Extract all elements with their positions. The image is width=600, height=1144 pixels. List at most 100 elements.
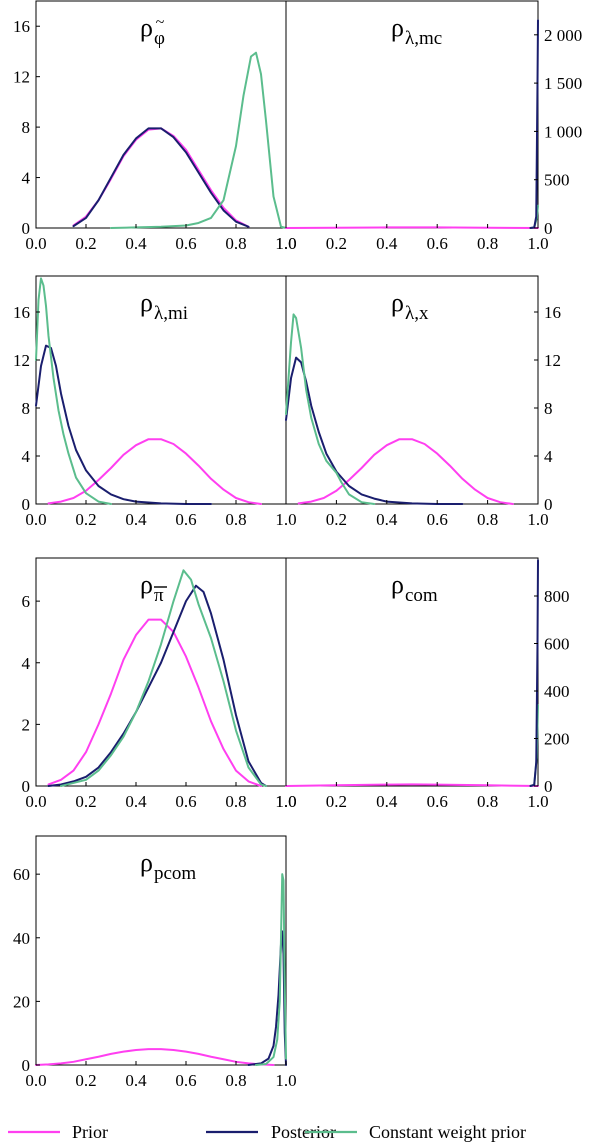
series-line-posterior bbox=[285, 356, 464, 505]
y-tick-label: 4 bbox=[22, 654, 31, 673]
y-tick-label: 4 bbox=[544, 447, 553, 466]
legend-label: Prior bbox=[72, 1122, 108, 1142]
title-symbol: ρ bbox=[140, 848, 153, 877]
panel-1: 0.0 0.2 0.4 0.6 0.8 1.0 0 4 8 12 16 ρ φ~ bbox=[13, 0, 297, 253]
legend-label: Constant weight prior bbox=[369, 1122, 526, 1142]
y-tick-label: 0 bbox=[22, 495, 31, 514]
x-tick-label: 0.2 bbox=[326, 792, 347, 811]
x-tick-label: 1.0 bbox=[275, 792, 296, 811]
title-subscript: φ bbox=[154, 28, 165, 49]
panel-5: 0.0 0.2 0.4 0.6 0.8 1.0 0 2 4 6 ρ π bbox=[22, 557, 297, 811]
panel-title: ρ λ,x bbox=[391, 288, 429, 324]
title-symbol: ρ bbox=[140, 570, 153, 599]
series-line-prior bbox=[47, 438, 262, 505]
y-tick-label: 1 000 bbox=[544, 122, 582, 141]
title-subscript: com bbox=[405, 585, 438, 606]
title-subscript: π bbox=[154, 585, 164, 606]
y-tick-label: 2 000 bbox=[544, 26, 582, 45]
series-line-prior bbox=[285, 226, 539, 229]
y-tick-label: 200 bbox=[544, 730, 570, 749]
x-tick-label: 0.0 bbox=[25, 510, 46, 529]
x-tick-label: 0.4 bbox=[376, 510, 398, 529]
title-symbol: ρ bbox=[391, 570, 404, 599]
y-tick-label: 4 bbox=[22, 447, 31, 466]
y-tick-label: 0 bbox=[22, 1056, 31, 1075]
x-tick-label: 1.0 bbox=[527, 792, 548, 811]
panel-title: ρ com bbox=[391, 570, 438, 606]
x-tick-label: 0.6 bbox=[175, 510, 196, 529]
panel-3: 0.0 0.2 0.4 0.6 0.8 0 4 8 12 16 ρ λ,mi bbox=[13, 275, 287, 529]
legend: Prior Posterior Constant weight prior bbox=[8, 1122, 526, 1142]
series-line-constant bbox=[35, 277, 112, 505]
y-tick-label: 16 bbox=[13, 303, 30, 322]
x-tick-label: 1.0 bbox=[275, 234, 296, 253]
x-tick-label: 1.0 bbox=[527, 234, 548, 253]
y-tick-label: 8 bbox=[22, 118, 31, 137]
x-tick-label: 0.0 bbox=[25, 234, 46, 253]
title-subscript: λ,x bbox=[405, 303, 429, 324]
series-line-constant bbox=[285, 313, 376, 505]
legend-item-prior: Prior bbox=[8, 1122, 108, 1142]
title-subscript: λ,mi bbox=[154, 303, 188, 324]
x-tick-label: 0.8 bbox=[477, 792, 498, 811]
title-accent: ~ bbox=[156, 14, 165, 31]
panel-title: ρ φ~ bbox=[140, 13, 165, 49]
x-tick-label: 0.2 bbox=[75, 1071, 96, 1090]
x-tick-label: 1.0 bbox=[275, 1071, 296, 1090]
y-tick-label: 6 bbox=[22, 592, 31, 611]
y-tick-label: 12 bbox=[13, 68, 30, 87]
y-tick-label: 12 bbox=[13, 351, 30, 370]
x-tick-label: 0.4 bbox=[125, 234, 147, 253]
x-tick-label: 0.6 bbox=[427, 792, 448, 811]
series-line-prior bbox=[35, 1048, 275, 1066]
x-tick-label: 0.0 bbox=[25, 792, 46, 811]
series-line-posterior bbox=[529, 559, 539, 787]
x-tick-label: 0.6 bbox=[427, 234, 448, 253]
x-tick-label: 0.8 bbox=[225, 792, 246, 811]
title-symbol: ρ bbox=[140, 288, 153, 317]
y-tick-label: 4 bbox=[22, 169, 31, 188]
panel-title: ρ pcom bbox=[140, 848, 196, 884]
x-tick-label: 0.6 bbox=[175, 1071, 196, 1090]
x-tick-label: 0.0 bbox=[25, 1071, 46, 1090]
x-tick-label: 0.4 bbox=[125, 510, 147, 529]
y-tick-label: 40 bbox=[13, 929, 30, 948]
legend-label: Posterior bbox=[271, 1122, 336, 1142]
y-tick-label: 8 bbox=[544, 399, 553, 418]
x-tick-label: 0.8 bbox=[225, 1071, 246, 1090]
panel-7: 0.0 0.2 0.4 0.6 0.8 1.0 0 20 40 60 ρ pcom bbox=[13, 835, 297, 1090]
x-tick-label: 0.8 bbox=[225, 234, 246, 253]
y-tick-label: 8 bbox=[22, 399, 31, 418]
series-line-constant bbox=[255, 873, 287, 1066]
y-tick-label: 2 bbox=[22, 715, 31, 734]
x-tick-label: 0.4 bbox=[376, 792, 398, 811]
x-tick-label: 0.4 bbox=[125, 792, 147, 811]
x-tick-label: 0.8 bbox=[477, 234, 498, 253]
x-tick-label: 1.0 bbox=[275, 510, 296, 529]
x-tick-label: 0.4 bbox=[376, 234, 398, 253]
y-tick-label: 12 bbox=[544, 351, 561, 370]
series-line-constant bbox=[60, 569, 267, 787]
y-tick-label: 16 bbox=[13, 17, 30, 36]
title-symbol: ρ bbox=[391, 288, 404, 317]
y-tick-label: 16 bbox=[544, 303, 561, 322]
title-subscript: λ,mc bbox=[405, 28, 442, 49]
x-tick-label: 0.6 bbox=[175, 234, 196, 253]
panel-title: ρ λ,mc bbox=[391, 13, 442, 49]
title-symbol: ρ bbox=[391, 13, 404, 42]
x-tick-label: 0.2 bbox=[75, 510, 96, 529]
y-tick-label: 0 bbox=[544, 495, 553, 514]
x-tick-label: 0.2 bbox=[75, 792, 96, 811]
y-tick-label: 500 bbox=[544, 171, 570, 190]
x-tick-label: 0.8 bbox=[225, 510, 246, 529]
series-line-prior bbox=[297, 438, 514, 505]
title-symbol: ρ bbox=[140, 13, 153, 42]
x-tick-label: 0.6 bbox=[175, 792, 196, 811]
legend-item-posterior: Posterior bbox=[206, 1122, 336, 1142]
series-line-prior bbox=[72, 127, 250, 228]
y-tick-label: 0 bbox=[22, 219, 31, 238]
